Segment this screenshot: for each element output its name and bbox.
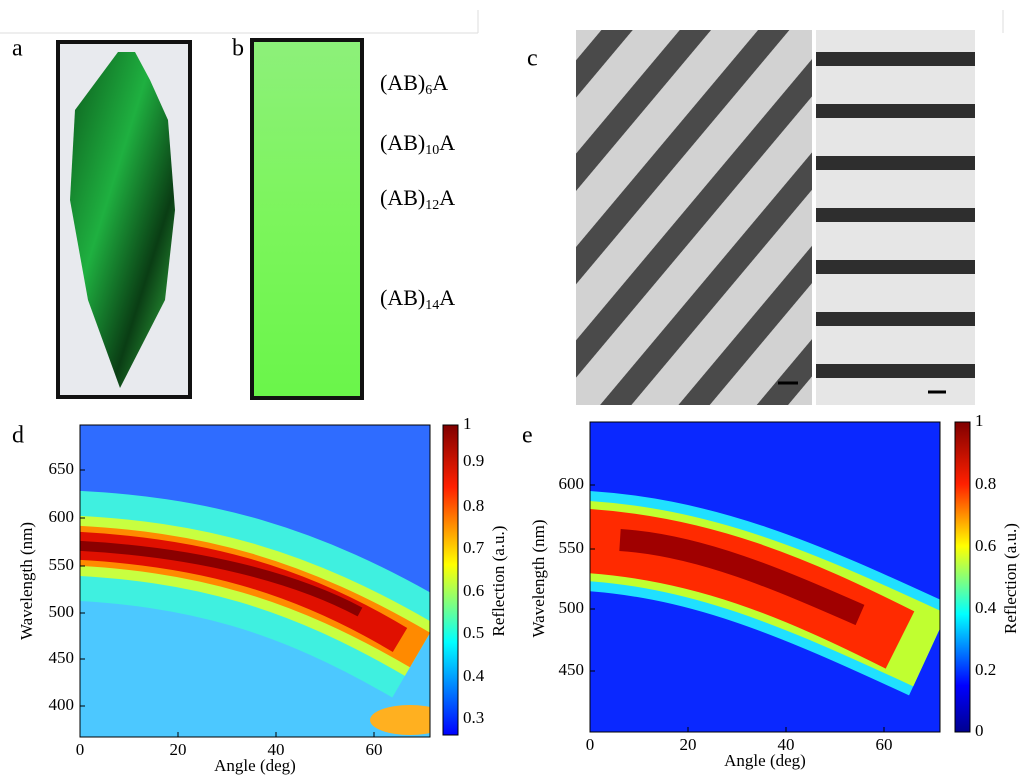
y-tick-label: 600 bbox=[559, 474, 585, 493]
layer-sub: 6 bbox=[425, 83, 432, 98]
y-tick-label: 400 bbox=[49, 695, 75, 714]
layer-base: (AB) bbox=[380, 130, 425, 155]
x-tick-label: 40 bbox=[268, 740, 285, 759]
beetle bbox=[70, 52, 175, 388]
layer-sub: 10 bbox=[425, 143, 439, 158]
colorbar-tick-label: 0.6 bbox=[975, 536, 996, 555]
layer-sub: 12 bbox=[425, 198, 439, 213]
y-tick-label: 500 bbox=[559, 598, 585, 617]
layer-end: A bbox=[439, 285, 455, 310]
colorbar-tick-label: 0.8 bbox=[463, 496, 484, 515]
colorbar-tick-label: 1 bbox=[975, 411, 984, 430]
colorbar-tick-label: 0.9 bbox=[463, 451, 484, 470]
colorbar-tick-label: 0.6 bbox=[463, 581, 484, 600]
heatmap bbox=[80, 425, 430, 737]
x-axis-label: Angle (deg) bbox=[214, 756, 296, 775]
tem-image bbox=[816, 30, 975, 405]
y-axis-label: Wavelength (nm) bbox=[17, 522, 36, 640]
plot-frame bbox=[589, 421, 941, 733]
y-tick-label: 450 bbox=[559, 660, 585, 679]
panel-label: b bbox=[232, 36, 244, 62]
layer-base: (AB) bbox=[380, 285, 425, 310]
colorbar-tick-label: 1 bbox=[463, 414, 472, 433]
layer-label: (AB)12A bbox=[380, 185, 455, 213]
colorbar-tick-label: 0.4 bbox=[463, 666, 485, 685]
film-photo bbox=[250, 38, 364, 400]
layer-end: A bbox=[439, 185, 455, 210]
layer-base: (AB) bbox=[380, 185, 425, 210]
layer-sub: 14 bbox=[425, 298, 439, 313]
y-tick-label: 650 bbox=[49, 459, 75, 478]
colorbar-tick-label: 0.3 bbox=[463, 708, 484, 727]
x-tick-label: 20 bbox=[170, 740, 187, 759]
colorbar-tick-label: 0.4 bbox=[975, 598, 997, 617]
x-tick-label: 0 bbox=[586, 735, 595, 754]
colorbar-tick-label: 0.2 bbox=[975, 660, 996, 679]
colorbar-tick-label: 0.8 bbox=[975, 474, 996, 493]
x-tick-label: 20 bbox=[680, 735, 697, 754]
layer-base: (AB) bbox=[380, 70, 425, 95]
colorbar-label: Reflection (a.u.) bbox=[489, 526, 508, 637]
panel-label: d bbox=[12, 423, 24, 449]
x-tick-label: 0 bbox=[76, 740, 85, 759]
layer-end: A bbox=[432, 70, 448, 95]
colorbar-label: Reflection (a.u.) bbox=[1001, 523, 1020, 634]
y-tick-label: 450 bbox=[49, 648, 75, 667]
y-tick-label: 600 bbox=[49, 507, 75, 526]
y-tick-label: 550 bbox=[49, 555, 75, 574]
layer-label: (AB)10A bbox=[380, 130, 455, 158]
layer-label: (AB)6A bbox=[380, 70, 448, 98]
heatmap bbox=[590, 422, 940, 732]
colorbar-tick-label: 0.5 bbox=[463, 623, 484, 642]
y-tick-label: 500 bbox=[49, 602, 75, 621]
colorbar-tick-label: 0 bbox=[975, 721, 984, 740]
colorbar bbox=[954, 421, 971, 733]
panel-label: c bbox=[527, 46, 538, 72]
x-tick-label: 40 bbox=[778, 735, 795, 754]
layer-label: (AB)14A bbox=[380, 285, 455, 313]
y-tick-label: 550 bbox=[559, 538, 585, 557]
colorbar bbox=[442, 424, 459, 736]
y-axis-label: Wavelength (nm) bbox=[529, 519, 548, 637]
panel-label: e bbox=[522, 423, 533, 449]
tem-image bbox=[576, 30, 812, 405]
colorbar-tick-label: 0.7 bbox=[463, 538, 485, 557]
plot-frame bbox=[79, 424, 431, 738]
x-axis-label: Angle (deg) bbox=[724, 751, 806, 770]
x-tick-label: 60 bbox=[876, 735, 893, 754]
x-tick-label: 60 bbox=[366, 740, 383, 759]
layer-end: A bbox=[439, 130, 455, 155]
panel-label: a bbox=[12, 36, 23, 62]
